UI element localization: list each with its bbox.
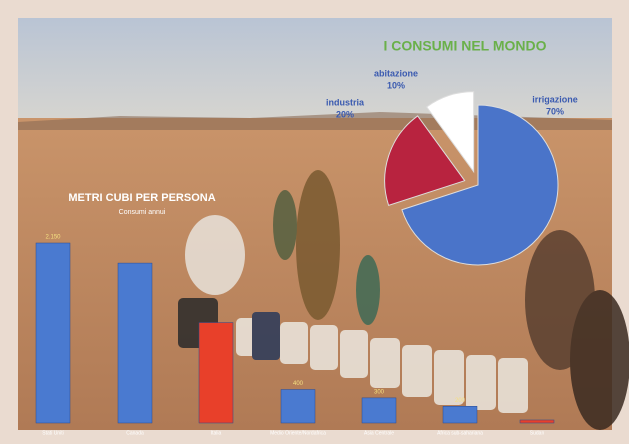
bar-category-label: Africa sub-sahariana — [437, 430, 483, 436]
pie-label: abitazione — [374, 68, 418, 78]
bar — [199, 323, 233, 423]
infographic: I CONSUMI NEL MONDO irrigazione 70% industr… — [0, 0, 629, 444]
bar-category-label: Asia Centrale — [364, 430, 394, 436]
bar-category-label: Stati Uniti — [42, 430, 63, 436]
pie-title: I CONSUMI NEL MONDO — [383, 38, 546, 54]
bar — [362, 398, 396, 423]
bar-category-label: Medio Oriente/Nordafrica — [270, 430, 326, 436]
bar-subtitle: Consumi annui — [119, 209, 166, 216]
bar-value-label: 2.150 — [45, 235, 61, 241]
bar-title: METRI CUBI PER PERSONA — [68, 192, 215, 204]
bar-value-label: 400 — [293, 381, 304, 387]
bar-category-label: Canada — [126, 430, 144, 436]
bar — [118, 263, 152, 423]
pie-value-label: 20% — [336, 109, 354, 119]
bar-category-label: Italia — [211, 430, 222, 436]
pie-value-label: 70% — [546, 106, 564, 116]
pie-value-label: 10% — [387, 80, 405, 90]
bar-category-label: Sudan — [530, 430, 545, 436]
bar-value-label: 300 — [374, 389, 385, 395]
bar — [520, 420, 554, 423]
bar — [36, 243, 70, 423]
photo-sky — [18, 18, 612, 126]
bar-value-label: 200 — [455, 398, 466, 404]
bar — [443, 406, 477, 423]
pie-label: industria — [326, 97, 365, 107]
bar — [281, 390, 315, 423]
pie-label: irrigazione — [532, 94, 578, 104]
